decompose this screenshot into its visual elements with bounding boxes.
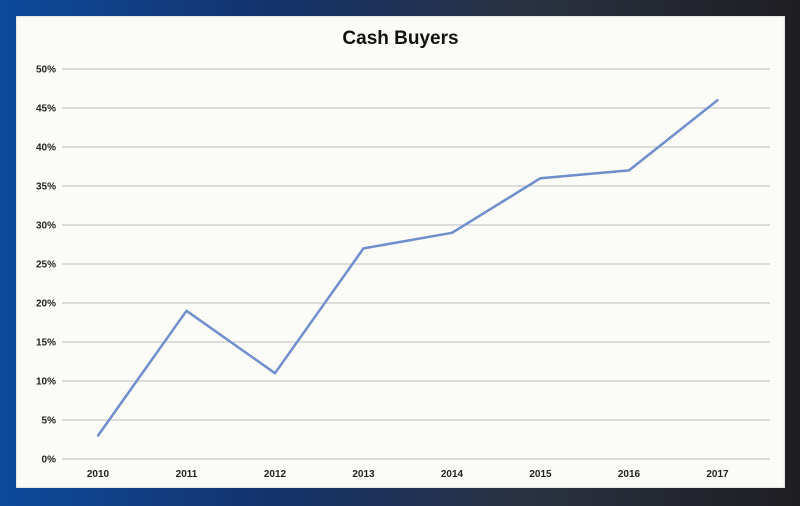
x-tick-label: 2010 [87, 469, 110, 480]
y-tick-label: 35% [36, 182, 56, 193]
line-chart: 0% 5% 10% 15% 20% 25% 30% 35% 40% 45% 50% 2010 2011… [36, 65, 770, 480]
x-tick-label: 2014 [441, 469, 464, 480]
y-tick-label: 15% [36, 338, 56, 349]
x-tick-label: 2015 [529, 469, 552, 480]
data-point [362, 247, 365, 250]
data-point [627, 169, 631, 172]
y-tick-label: 10% [36, 377, 56, 388]
y-tick-label: 20% [36, 299, 56, 310]
x-tick-label: 2013 [352, 469, 375, 480]
chart-title: Cash Buyers [342, 28, 459, 49]
x-tick-label: 2016 [618, 469, 641, 480]
data-point [450, 231, 454, 234]
y-tick-label: 0% [42, 455, 57, 466]
data-point [96, 434, 100, 437]
y-tick-label: 45% [36, 104, 56, 115]
series [96, 99, 719, 437]
y-tick-label: 40% [36, 143, 56, 154]
y-tick-label: 50% [36, 65, 56, 76]
y-axis-tick-labels: 0% 5% 10% 15% 20% 25% 30% 35% 40% 45% 50% [36, 65, 56, 466]
data-point [539, 177, 542, 180]
y-tick-label: 25% [36, 260, 56, 271]
x-tick-label: 2017 [706, 469, 729, 480]
series-line-cash-buyers [96, 99, 719, 437]
data-point [185, 309, 188, 312]
x-tick-label: 2011 [176, 469, 198, 480]
data-point [273, 372, 277, 375]
y-tick-label: 5% [42, 416, 57, 427]
y-tick-label: 30% [36, 221, 56, 232]
data-point [716, 99, 719, 102]
x-tick-label: 2012 [264, 469, 287, 480]
x-axis-tick-labels: 2010 2011 2012 2013 2014 2015 2016 2017 [87, 469, 729, 480]
gridlines [62, 68, 770, 460]
chart-panel: Cash Buyers 0% 5% 10% 15% 20% 25% 30% 35% 40% 45%… [16, 16, 785, 488]
